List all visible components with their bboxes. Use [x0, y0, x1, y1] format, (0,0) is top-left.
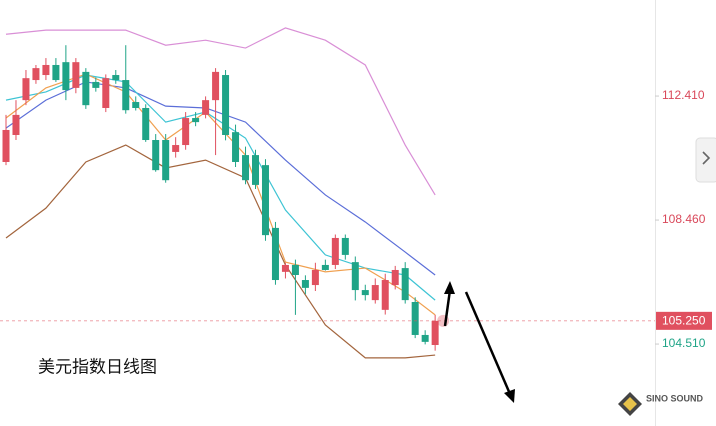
- candle-body: [301, 280, 309, 288]
- candle-body: [232, 132, 240, 162]
- overlay-line: [5, 27, 436, 196]
- candle-body: [142, 107, 150, 141]
- candle-body: [222, 75, 230, 135]
- candle-body: [291, 264, 299, 276]
- candle-body: [112, 75, 120, 81]
- candle-body: [202, 100, 210, 115]
- arrow-up: [443, 289, 452, 327]
- logo-text: SINO SOUND: [646, 393, 704, 403]
- candle-body: [331, 237, 339, 265]
- candle-body: [32, 68, 40, 81]
- arrow-down-head: [504, 389, 515, 403]
- candle-body: [361, 290, 369, 296]
- y-tick-label: 108.460: [662, 212, 706, 226]
- candle-body: [341, 237, 349, 255]
- candle-body: [351, 262, 359, 291]
- last-price-label: 105.250: [662, 314, 706, 328]
- overlay-line: [5, 144, 436, 359]
- logo: SINO SOUND: [618, 392, 704, 416]
- candle-body: [22, 78, 30, 101]
- last-price-box: [656, 311, 712, 330]
- candle-body: [252, 155, 259, 185]
- candle-body: [271, 227, 279, 281]
- candle-body: [321, 264, 329, 270]
- candle-body: [162, 140, 170, 181]
- candle-body: [212, 71, 220, 101]
- candle-body: [401, 268, 409, 301]
- candle-body: [2, 129, 10, 162]
- candle-body: [152, 140, 160, 171]
- candle-body: [242, 155, 250, 181]
- arrow-down: [464, 291, 512, 395]
- candle-body: [192, 118, 200, 123]
- candle-body: [82, 71, 90, 106]
- chevron-icon: [702, 151, 711, 165]
- candle-body: [371, 285, 379, 301]
- candle-body: [172, 145, 180, 152]
- y-tick-label: 112.410: [662, 88, 705, 102]
- arrow-up-head: [444, 281, 455, 294]
- y-tick-label: 104.510: [662, 336, 706, 350]
- candle-body: [52, 64, 60, 81]
- candle-body: [182, 118, 190, 146]
- candle-body: [62, 62, 70, 91]
- candle-body: [261, 165, 269, 236]
- candle-body: [72, 62, 80, 88]
- chart-title: 美元指数日线图: [38, 357, 157, 376]
- candle-body: [421, 334, 429, 342]
- candle-body: [12, 114, 20, 135]
- candle-body: [92, 81, 100, 88]
- candle-body: [411, 301, 419, 335]
- candle-body: [391, 269, 399, 286]
- candle-body: [311, 269, 319, 286]
- candle-body: [42, 64, 50, 76]
- plot-area: [0, 27, 655, 359]
- candle-body: [431, 320, 439, 346]
- logo-mark-inner: [623, 397, 637, 411]
- candle-body: [102, 78, 110, 108]
- candle-body: [281, 264, 289, 272]
- candle-body: [122, 80, 130, 111]
- candle-body: [132, 102, 140, 108]
- candle-body: [381, 280, 389, 310]
